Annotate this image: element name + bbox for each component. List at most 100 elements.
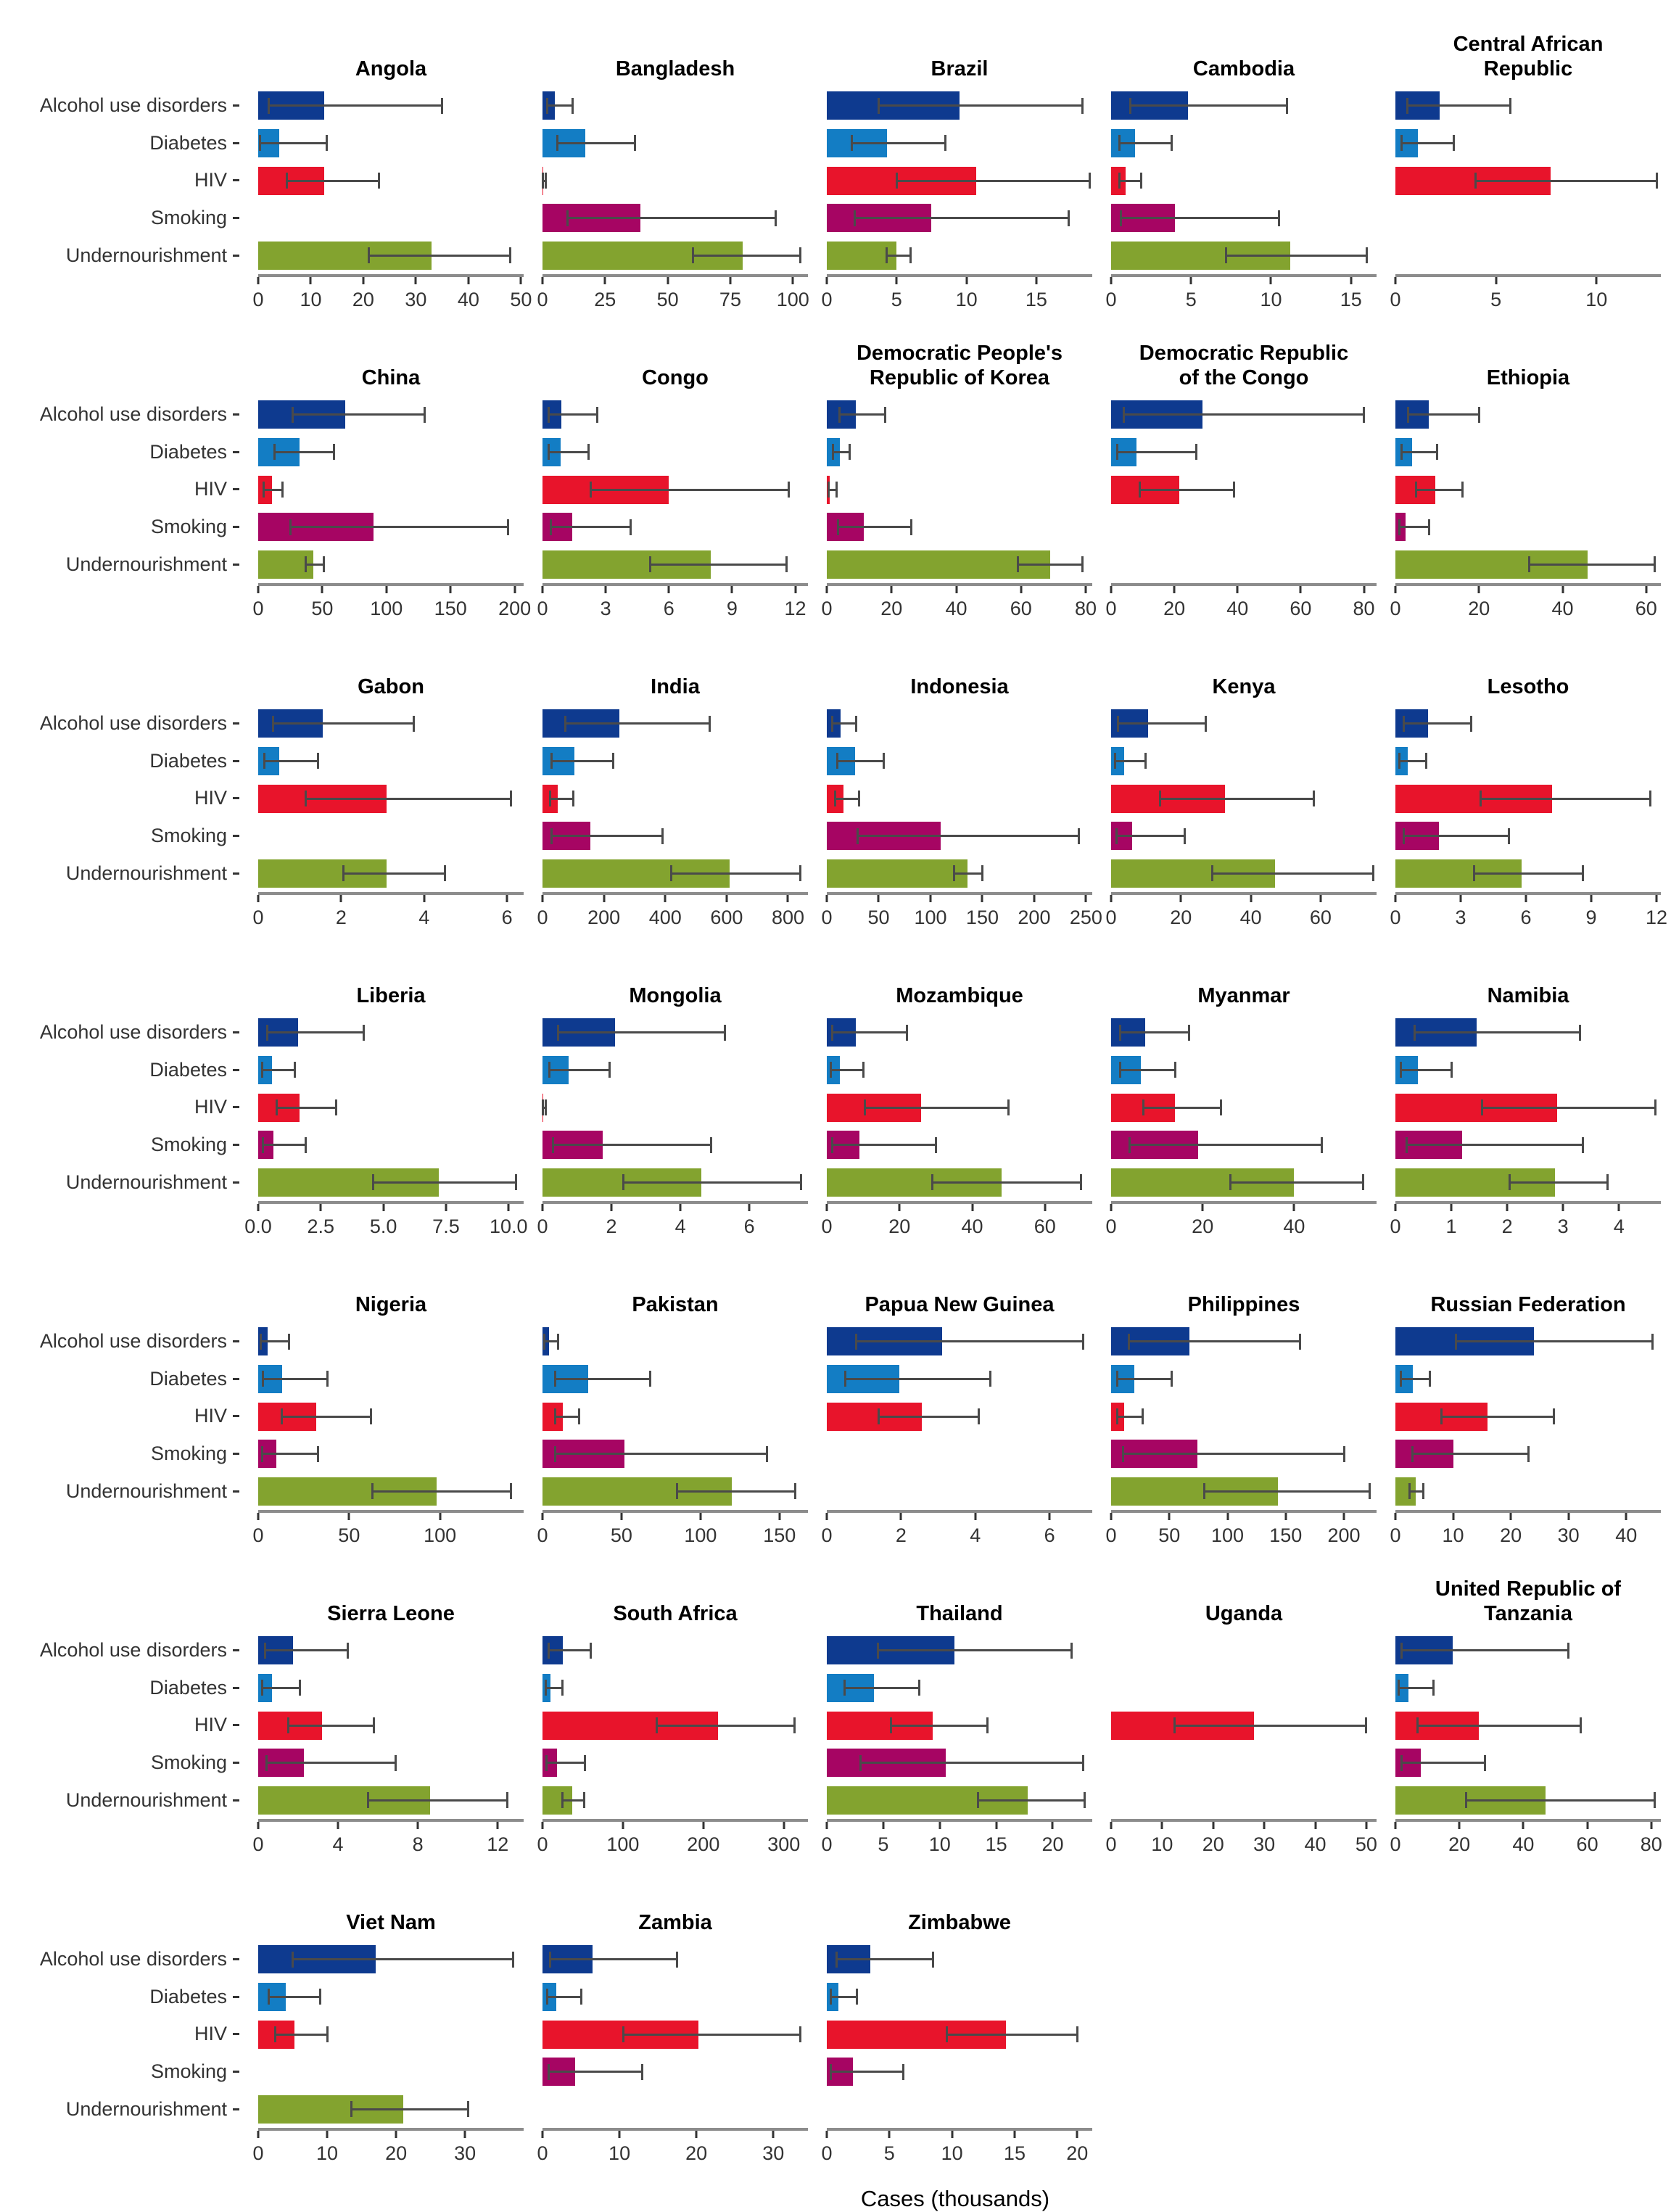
error-bar-cap [512, 1951, 515, 1968]
x-tick-mark [995, 1822, 998, 1829]
x-tick-label: 0.0 [244, 1216, 272, 1237]
panel-zambia: Zambia 0 10 20 30 [537, 1873, 808, 2174]
error-bar-cap [583, 1792, 586, 1809]
x-tick-label: 0 [252, 907, 264, 928]
error-bar-cap [550, 828, 553, 844]
error-bar [832, 1144, 936, 1147]
error-bar-cap [1118, 173, 1121, 189]
x-tick-label: 20 [1041, 1833, 1064, 1855]
error-bar-cap [1140, 173, 1143, 189]
category-label-smoking: Smoking [0, 1435, 239, 1473]
error-bar [1475, 179, 1657, 182]
x-tick-label: 4 [332, 1833, 344, 1855]
error-bar [1416, 488, 1463, 491]
panel-nigeria: Nigeria 0 50 100 [252, 1255, 524, 1556]
error-bar-cap [1483, 1754, 1486, 1771]
y-tick-mark [233, 526, 239, 529]
x-tick-mark [337, 1822, 339, 1829]
error-bar-cap [378, 173, 381, 189]
error-bar-cap [541, 173, 544, 189]
x-tick-label: 0 [252, 1524, 264, 1546]
error-bar-cap [317, 753, 320, 769]
panel-myanmar: Myanmar 0 20 40 [1105, 946, 1377, 1247]
error-bar [878, 1415, 979, 1418]
error-bar-cap [1411, 1445, 1414, 1462]
x-tick-mark [1650, 1822, 1653, 1829]
x-tick-label: 100 [684, 1524, 717, 1546]
error-bar [1117, 1377, 1172, 1380]
error-bar-cap [1432, 1680, 1435, 1696]
x-tick-mark [513, 586, 516, 593]
y-tick-mark [233, 797, 239, 800]
panel-indonesia: Indonesia 0 50 100 150 200 250 [821, 637, 1102, 938]
panel-title: Democratic People's Republic of Korea [856, 342, 1063, 389]
panel-row: Alcohol use disorders Diabetes HIV Smoking U… [0, 1255, 1661, 1556]
plot-area [1395, 1323, 1661, 1510]
y-tick-mark [233, 835, 239, 838]
plot-area [542, 1632, 808, 1819]
y-tick-mark [233, 1377, 239, 1380]
panel-title: Russian Federation [1430, 1292, 1626, 1316]
x-tick-label: 20 [1448, 1833, 1471, 1855]
error-bar-cap [1077, 828, 1080, 844]
panel-philippines: Philippines 0 50 100 150 200 [1105, 1255, 1377, 1556]
x-tick-mark [825, 895, 828, 902]
error-bar-cap [590, 1642, 593, 1659]
x-axis: 0 10 20 30 [252, 2128, 524, 2174]
error-bar-cap [799, 2026, 801, 2042]
x-tick-label: 0 [252, 1833, 264, 1855]
panel-ethiopia: Ethiopia 0 20 40 60 [1390, 328, 1661, 630]
error-bar [677, 1490, 796, 1493]
empty-cell [1111, 1873, 1377, 2174]
error-bar-cap [547, 2063, 550, 2080]
error-bar [555, 1453, 767, 1456]
x-tick-mark [898, 1204, 901, 1211]
error-bar [891, 1724, 988, 1727]
x-tick-mark [622, 1822, 624, 1829]
error-bar-cap [829, 1989, 832, 2005]
x-tick-label: 5 [1490, 289, 1502, 310]
error-bar-cap [1158, 791, 1161, 806]
error-bar-cap [1403, 715, 1406, 732]
x-tick-label: 0 [821, 1524, 833, 1546]
x-tick-mark [1168, 1513, 1171, 1520]
x-tick-label: 0 [1390, 907, 1401, 928]
y-tick-mark [233, 413, 239, 416]
x-tick-mark [748, 1204, 751, 1211]
error-bar-cap [281, 1408, 284, 1424]
x-tick-mark [1394, 895, 1397, 902]
error-bar-cap [1187, 1024, 1190, 1041]
error-bar-cap [655, 1717, 658, 1733]
error-bar-cap [1408, 1483, 1411, 1500]
error-bar [845, 1377, 991, 1380]
x-tick-label: 9 [726, 598, 738, 619]
error-bar [351, 2108, 469, 2110]
x-tick-mark [1263, 1822, 1266, 1829]
error-bar-cap [1580, 1717, 1583, 1733]
x-tick-mark [507, 1204, 510, 1211]
error-bar-cap [1422, 1483, 1424, 1500]
error-bar-cap [1474, 173, 1477, 189]
x-tick-mark [1394, 586, 1397, 593]
error-bar-cap [1070, 1642, 1073, 1659]
error-bar-cap [989, 1371, 991, 1387]
x-tick-label: 80 [1640, 1833, 1662, 1855]
error-bar-cap [1649, 791, 1651, 806]
x-tick-mark [541, 2131, 544, 2138]
error-bar-cap [1509, 97, 1511, 114]
x-tick-mark [309, 277, 312, 284]
x-tick-mark [1477, 586, 1480, 593]
panel-congo: Congo 0 3 6 9 12 [537, 328, 808, 630]
x-tick-label: 50 [338, 1524, 360, 1546]
error-bar-cap [342, 865, 344, 882]
error-bar-cap [556, 135, 559, 152]
panel-title: Kenya [1212, 674, 1276, 698]
x-tick-mark [1586, 1822, 1589, 1829]
error-bar-cap [1081, 556, 1084, 573]
x-axis: 0 100 200 300 [537, 1819, 808, 1865]
panel-title: Indonesia [910, 674, 1009, 698]
x-axis: 0 20 40 60 80 [1105, 583, 1377, 630]
x-tick-label: 0 [252, 289, 264, 310]
error-bar [557, 141, 635, 144]
error-bar-cap [1452, 135, 1455, 152]
